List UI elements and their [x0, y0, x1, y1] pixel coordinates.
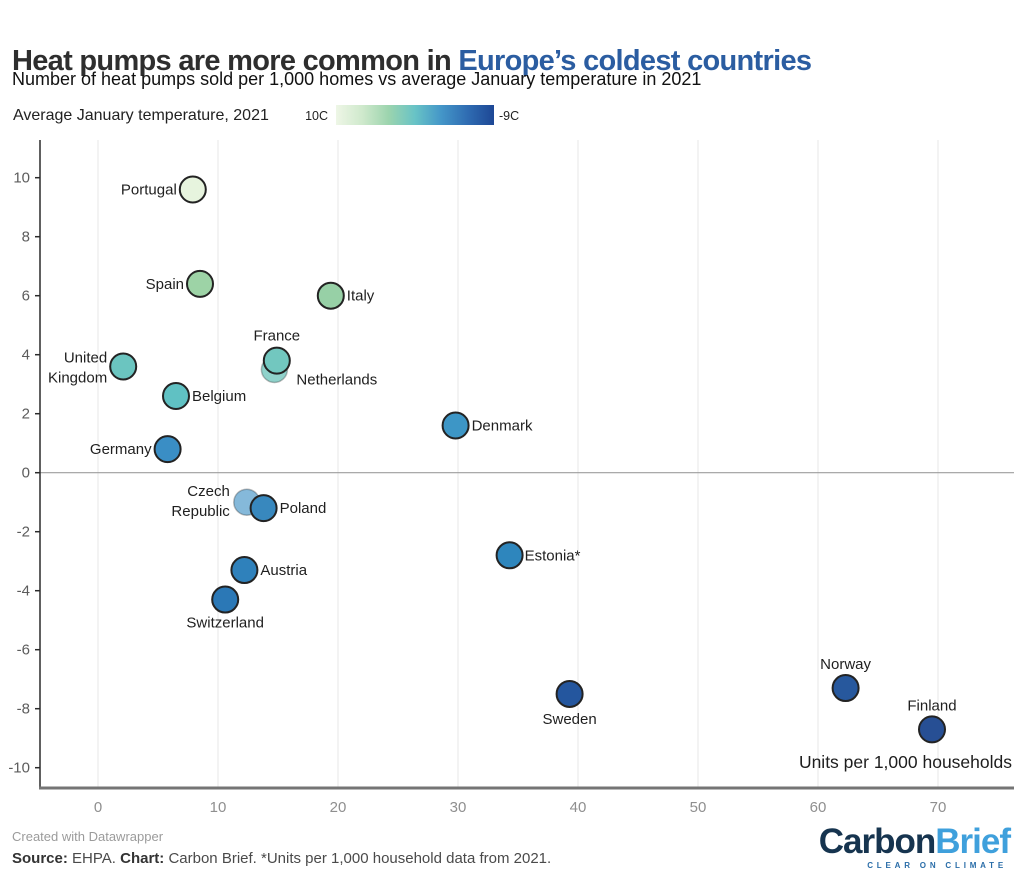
label-estonia: Estonia* [525, 547, 581, 564]
x-tick-label-70: 70 [930, 799, 947, 816]
point-estonia [495, 541, 524, 570]
label-austria: Austria [260, 562, 307, 579]
label-sweden: Sweden [542, 711, 596, 728]
y-tick-label-8: 8 [22, 229, 30, 246]
x-tick-label-40: 40 [570, 799, 587, 816]
datawrapper-credit: Created with Datawrapper [12, 829, 164, 844]
label-france: France [253, 328, 300, 345]
point-finland [918, 715, 946, 744]
logo-brief-text: Brief [935, 822, 1011, 861]
source-note: Source: EHPA. Chart: Carbon Brief. *Unit… [12, 850, 551, 867]
y-tick-label-2: 2 [22, 406, 30, 423]
x-tick-label-20: 20 [330, 799, 347, 816]
label-finland: Finland [907, 697, 956, 714]
point-poland [249, 494, 278, 523]
point-switzerland [211, 585, 240, 614]
x-tick-label-0: 0 [94, 799, 102, 816]
y-tick-label--4: -4 [17, 583, 30, 600]
y-tick-label--6: -6 [17, 642, 30, 659]
point-portugal [178, 175, 207, 204]
label-italy: Italy [347, 288, 375, 305]
label-germany: Germany [90, 441, 152, 458]
legend-min-value: 10C [305, 109, 328, 123]
x-tick-label-10: 10 [210, 799, 227, 816]
label-spain: Spain [146, 276, 184, 293]
x-tick-label-60: 60 [810, 799, 827, 816]
label-denmark: Denmark [472, 418, 533, 435]
point-sweden [555, 679, 584, 708]
y-tick-label-10: 10 [13, 170, 30, 187]
title-plain: Heat pumps are more common in [12, 45, 459, 78]
x-axis-unit-label: Units per 1,000 households [799, 752, 1012, 772]
legend-max-value: -9C [499, 109, 520, 123]
point-france [262, 346, 291, 375]
y-tick-label--10: -10 [8, 760, 30, 777]
label-netherlands: Netherlands [296, 371, 377, 388]
title-highlight: Europe’s coldest countries [458, 45, 812, 78]
x-tick-label-50: 50 [690, 799, 707, 816]
label-norway: Norway [820, 656, 871, 673]
label-czech-republic-line-1: Czech [187, 483, 230, 500]
label-poland: Poland [280, 500, 327, 517]
point-united-kingdom [109, 352, 138, 381]
chart-label: Chart: [120, 850, 165, 867]
logo-wordmark: CarbonBrief [818, 822, 1011, 861]
chart-subtitle: Number of heat pumps sold per 1,000 home… [12, 69, 702, 89]
y-tick-label-6: 6 [22, 288, 30, 305]
y-tick-label--2: -2 [17, 524, 30, 541]
point-norway [831, 674, 860, 703]
label-united-kingdom-line-2: Kingdom [48, 370, 107, 387]
temperature-gradient-bar [336, 105, 494, 125]
point-spain [186, 269, 214, 298]
y-tick-label-4: 4 [22, 347, 30, 364]
page-title: Heat pumps are more common in Europe’s c… [12, 45, 812, 78]
source-value: EHPA. [67, 850, 121, 867]
point-denmark [441, 411, 470, 440]
label-switzerland: Switzerland [186, 615, 264, 632]
label-czech-republic-line-2: Republic [171, 503, 230, 520]
point-italy [316, 281, 345, 310]
logo-carbon-text: Carbon [818, 822, 936, 861]
carbon-brief-logo: CarbonBrief CLEAR ON CLIMATE [818, 822, 1011, 870]
label-belgium: Belgium [192, 388, 246, 405]
point-germany [153, 435, 182, 464]
legend-label: Average January temperature, 2021 [13, 107, 269, 124]
label-united-kingdom-line-1: United [64, 350, 107, 367]
point-belgium [162, 382, 190, 410]
x-tick-label-30: 30 [450, 799, 467, 816]
point-austria [230, 556, 259, 585]
y-tick-label--8: -8 [17, 701, 30, 718]
source-label: Source: [12, 850, 68, 867]
logo-tagline: CLEAR ON CLIMATE [867, 861, 1007, 870]
y-tick-label-0: 0 [22, 465, 30, 482]
chart-value: Carbon Brief. *Units per 1,000 household… [164, 850, 552, 867]
label-portugal: Portugal [121, 182, 177, 199]
